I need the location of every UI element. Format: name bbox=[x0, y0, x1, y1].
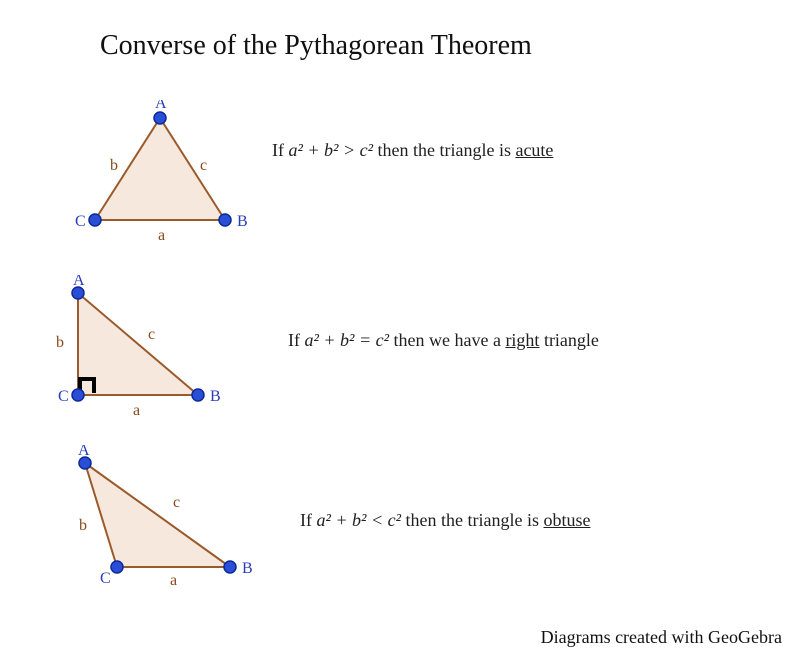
vertex-C bbox=[72, 389, 84, 401]
acute-caption: If a² + b² > c² then the triangle is acu… bbox=[272, 140, 553, 161]
vertex-C bbox=[111, 561, 123, 573]
obtuse-caption: If a² + b² < c² then the triangle is obt… bbox=[300, 510, 590, 531]
vertex-label-A: A bbox=[78, 445, 90, 459]
right-mid: then we have a bbox=[389, 330, 505, 350]
obtuse-keyword: obtuse bbox=[543, 510, 590, 530]
side-label-c: c bbox=[148, 326, 155, 343]
side-label-a: a bbox=[133, 402, 140, 419]
row-acute: A B Ca b c If a² + b² > c² then the triangle… bbox=[0, 100, 800, 260]
vertex-label-C: C bbox=[100, 570, 111, 587]
side-label-c: c bbox=[173, 494, 180, 511]
right-suffix: triangle bbox=[539, 330, 598, 350]
right-caption: If a² + b² = c² then we have a right tri… bbox=[288, 330, 599, 351]
vertex-B bbox=[224, 561, 236, 573]
vertex-B bbox=[219, 214, 231, 226]
vertex-label-A: A bbox=[73, 275, 85, 289]
obtuse-triangle-diagram: A B Ca b c bbox=[55, 445, 255, 595]
side-label-b: b bbox=[79, 517, 87, 534]
vertex-label-C: C bbox=[75, 213, 86, 230]
right-triangle-diagram: A B Ca b c bbox=[48, 275, 228, 425]
credit-text: Diagrams created with GeoGebra bbox=[541, 627, 782, 648]
row-obtuse: A B Ca b c If a² + b² < c² then the triangle… bbox=[0, 445, 800, 605]
page-title: Converse of the Pythagorean Theorem bbox=[100, 30, 532, 62]
vertex-label-B: B bbox=[237, 213, 248, 230]
side-label-c: c bbox=[200, 157, 207, 174]
triangle-shape bbox=[85, 463, 230, 567]
vertex-label-A: A bbox=[155, 100, 167, 112]
vertex-B bbox=[192, 389, 204, 401]
right-prefix: If bbox=[288, 330, 305, 350]
vertex-label-B: B bbox=[210, 388, 221, 405]
side-label-b: b bbox=[56, 334, 64, 351]
acute-mid: then the triangle is bbox=[373, 140, 515, 160]
acute-triangle-diagram: A B Ca b c bbox=[70, 100, 250, 250]
vertex-label-C: C bbox=[58, 388, 69, 405]
obtuse-mid: then the triangle is bbox=[401, 510, 543, 530]
acute-keyword: acute bbox=[515, 140, 553, 160]
vertex-C bbox=[89, 214, 101, 226]
side-label-a: a bbox=[158, 227, 165, 244]
vertex-label-B: B bbox=[242, 560, 253, 577]
right-math: a² + b² = c² bbox=[305, 330, 389, 350]
acute-math: a² + b² > c² bbox=[289, 140, 373, 160]
obtuse-prefix: If bbox=[300, 510, 317, 530]
vertex-A bbox=[154, 112, 166, 124]
right-keyword: right bbox=[505, 330, 539, 350]
side-label-b: b bbox=[110, 157, 118, 174]
obtuse-math: a² + b² < c² bbox=[317, 510, 401, 530]
side-label-a: a bbox=[170, 572, 177, 589]
acute-prefix: If bbox=[272, 140, 289, 160]
row-right: A B Ca b c If a² + b² = c² then we have a ri… bbox=[0, 275, 800, 435]
